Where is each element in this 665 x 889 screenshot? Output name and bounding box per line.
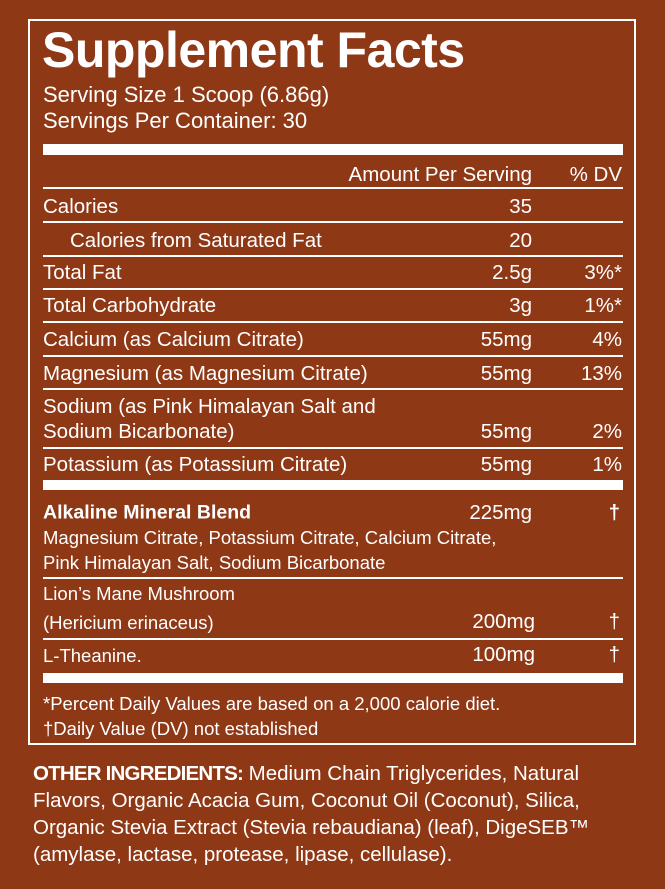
blend-dv: † (608, 500, 620, 524)
thick-divider (43, 673, 623, 683)
nutrient-dv: 1%* (584, 293, 622, 317)
nutrient-label: Sodium Bicarbonate) (43, 419, 235, 443)
divider (43, 638, 623, 640)
divider (43, 388, 623, 390)
ingredient-label: (Hericium erinaceus) (43, 611, 214, 633)
ingredient-dv: † (608, 642, 620, 666)
nutrient-dv: 13% (580, 361, 622, 385)
nutrient-label: Calories (43, 194, 119, 218)
nutrient-label: Total Fat (43, 260, 122, 284)
label-title: Supplement Facts (42, 22, 465, 78)
nutrient-label: Magnesium (as Magnesium Citrate) (43, 361, 368, 385)
nutrient-dv: 4% (592, 327, 622, 351)
blend-amount: 225mg (469, 500, 532, 524)
divider (43, 321, 623, 323)
thick-divider (43, 144, 623, 155)
other-ingredients-text: Medium Chain Triglycerides, Natural Flav… (33, 762, 590, 866)
nutrient-label: Calories from Saturated Fat (70, 228, 322, 252)
other-ingredients: OTHER INGREDIENTS: Medium Chain Triglyce… (33, 760, 633, 868)
nutrient-label: Total Carbohydrate (43, 293, 217, 317)
nutrient-amount: 55mg (480, 452, 532, 476)
divider (43, 355, 623, 357)
footnote-dagger: †Daily Value (DV) not established (43, 717, 319, 739)
divider (43, 447, 623, 449)
dv-column-header: % DV (569, 162, 622, 186)
servings-per-container: Servings Per Container: 30 (43, 108, 308, 133)
divider (43, 255, 623, 257)
ingredient-dv: † (608, 609, 620, 633)
amount-column-header: Amount Per Serving (348, 162, 532, 186)
nutrient-label: Potassium (as Potassium Citrate) (43, 452, 348, 476)
blend-components: Pink Himalayan Salt, Sodium Bicarbonate (43, 551, 386, 573)
divider (43, 577, 623, 579)
nutrient-amount: 55mg (480, 361, 532, 385)
nutrient-amount: 20 (509, 228, 532, 252)
nutrient-amount: 3g (509, 293, 532, 317)
ingredient-label: L-Theanine. (43, 644, 142, 666)
blend-label: Alkaline Mineral Blend (43, 501, 252, 524)
divider (43, 187, 623, 189)
divider (43, 288, 623, 290)
nutrient-label: Calcium (as Calcium Citrate) (43, 327, 304, 351)
nutrient-label: Sodium (as Pink Himalayan Salt and (43, 394, 376, 418)
ingredient-amount: 200mg (472, 609, 535, 633)
footnote-percent: *Percent Daily Values are based on a 2,0… (43, 692, 501, 714)
nutrient-dv: 3%* (584, 260, 622, 284)
ingredient-label: Lion’s Mane Mushroom (43, 582, 235, 604)
nutrient-dv: 1% (592, 452, 622, 476)
nutrient-amount: 35 (509, 194, 532, 218)
ingredient-amount: 100mg (472, 642, 535, 666)
serving-size: Serving Size 1 Scoop (6.86g) (43, 82, 330, 107)
label-frame (28, 19, 636, 745)
divider (43, 221, 623, 223)
other-ingredients-heading: OTHER INGREDIENTS: (33, 762, 244, 785)
blend-components: Magnesium Citrate, Potassium Citrate, Ca… (43, 526, 497, 548)
nutrient-dv: 2% (592, 419, 622, 443)
thick-divider (43, 480, 623, 490)
nutrient-amount: 2.5g (492, 260, 532, 284)
nutrient-amount: 55mg (480, 419, 532, 443)
nutrient-amount: 55mg (480, 327, 532, 351)
